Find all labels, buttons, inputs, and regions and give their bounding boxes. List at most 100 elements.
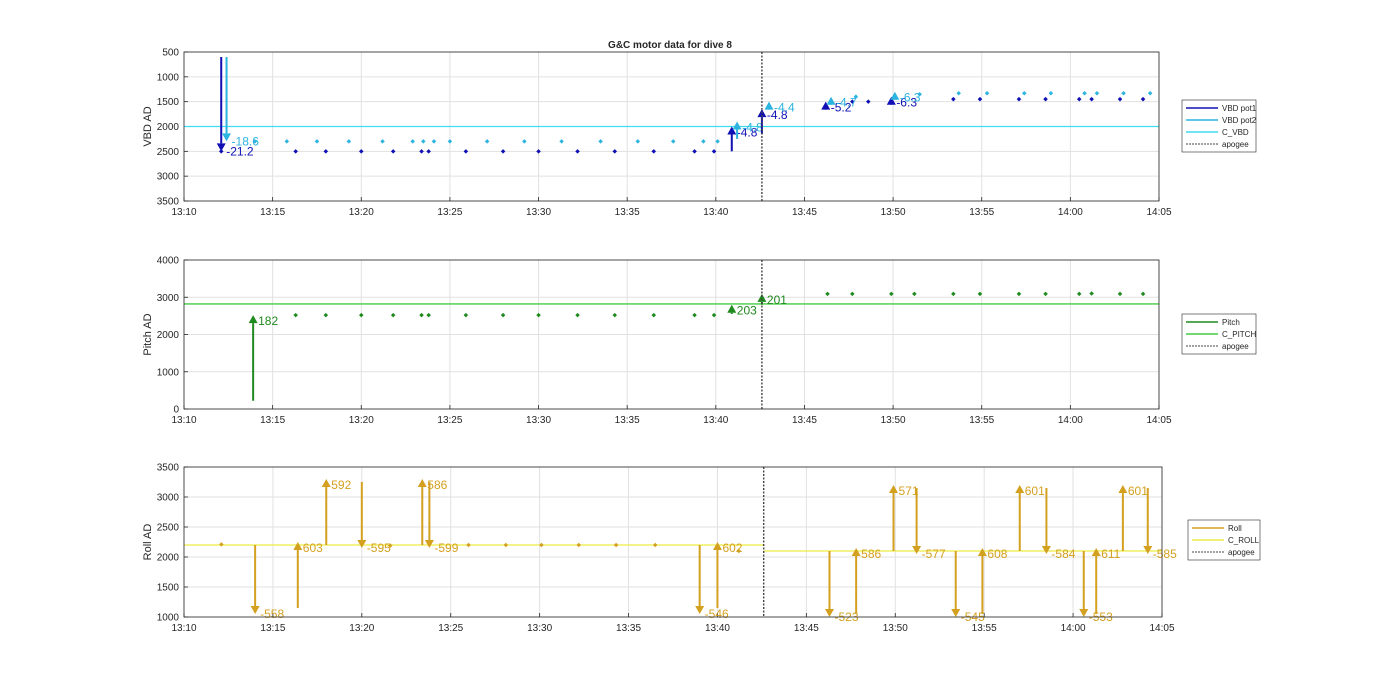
arrow-head xyxy=(727,304,737,313)
data-point-pitch xyxy=(1089,291,1094,296)
arrow-head xyxy=(248,315,258,324)
data-point-pitch xyxy=(651,312,657,318)
x-tick-label: 14:00 xyxy=(1061,623,1086,634)
arrow-head xyxy=(888,485,898,493)
x-tick-label: 14:00 xyxy=(1058,207,1083,218)
x-tick-label: 13:10 xyxy=(171,623,196,634)
x-tick-label: 13:45 xyxy=(794,623,819,634)
y-tick-label: 2000 xyxy=(157,553,180,564)
arrow-head xyxy=(764,101,774,110)
data-point-vbd-pot2 xyxy=(421,139,426,144)
arrow-label: -18.6 xyxy=(232,134,260,148)
y-tick-label: 500 xyxy=(162,48,179,59)
data-point-pitch xyxy=(426,312,431,318)
x-tick-label: 13:30 xyxy=(527,623,552,634)
panel-vbd: 13:10 13:15 13:20 13:25 13:30 13:35 13:40 13:45… xyxy=(142,48,1257,219)
arrow-label: 203 xyxy=(737,304,757,318)
x-tick-label: 14:05 xyxy=(1146,207,1171,218)
arrow-head xyxy=(417,479,427,487)
axes-frame xyxy=(183,259,1160,410)
figure-title: G&C motor data for dive 8 xyxy=(608,40,732,51)
y-tick-label: 1000 xyxy=(157,72,180,83)
data-point-pitch xyxy=(1140,291,1146,297)
panel-pitch: 13:10 13:15 13:20 13:25 13:30 13:35 13:40 13:45… xyxy=(142,256,1256,427)
data-point-vbd-pot2 xyxy=(484,139,490,144)
arrow-label: 601 xyxy=(1025,484,1045,498)
data-point-pitch xyxy=(390,312,396,318)
arrow-label: 602 xyxy=(722,541,742,555)
arrow-label: 571 xyxy=(898,484,918,498)
data-point-vbd-pot1 xyxy=(1089,96,1094,102)
data-point-pitch xyxy=(1076,291,1082,297)
y-tick-label: 3500 xyxy=(157,463,180,474)
arrow-label: -4.8 xyxy=(767,108,788,122)
x-tick-label: 13:35 xyxy=(615,207,640,218)
arrow-label: -595 xyxy=(367,541,391,555)
arrow-label: -584 xyxy=(1051,547,1075,561)
arrow-head xyxy=(951,609,961,617)
data-point-vbd-pot2 xyxy=(1048,90,1054,96)
data-point-vbd-pot1 xyxy=(1043,96,1048,102)
arrow-head xyxy=(851,548,861,556)
x-tick-label: 13:40 xyxy=(703,207,728,218)
data-point-pitch xyxy=(419,312,424,318)
data-point-vbd-pot2 xyxy=(1082,90,1087,96)
x-tick-label: 13:50 xyxy=(881,207,906,218)
legend-label: VBD pot1 xyxy=(1222,104,1257,113)
arrow-label: -546 xyxy=(705,607,729,621)
legend-label: apogee xyxy=(1228,548,1255,557)
arrow-label: -5.2 xyxy=(831,101,852,115)
data-point-vbd-pot1 xyxy=(419,149,424,154)
data-point-pitch xyxy=(912,291,917,297)
arrow-head xyxy=(1015,485,1025,493)
legend-label: VBD pot2 xyxy=(1222,116,1257,125)
arrow-head xyxy=(912,546,922,554)
x-tick-label: 13:20 xyxy=(349,623,374,634)
data-point-pitch xyxy=(1016,291,1022,297)
y-tick-label: 4000 xyxy=(157,256,180,267)
arrow-label: 201 xyxy=(767,293,787,307)
data-point-roll xyxy=(736,548,742,554)
x-tick-label: 13:35 xyxy=(615,415,640,426)
y-axis-label: Pitch AD xyxy=(142,313,154,355)
x-tick-label: 13:15 xyxy=(260,623,285,634)
data-point-vbd-pot1 xyxy=(1117,96,1123,102)
data-point-pitch xyxy=(323,312,329,318)
data-point-pitch xyxy=(1117,291,1123,297)
arrow-label: -6.3 xyxy=(900,91,921,105)
data-point-vbd-pot2 xyxy=(380,139,385,144)
x-tick-label: 14:00 xyxy=(1058,415,1083,426)
data-point-pitch xyxy=(500,312,506,318)
legend-label: C_PITCH xyxy=(1222,330,1256,339)
data-point-pitch xyxy=(463,312,469,318)
arrow-label: -4.8 xyxy=(737,126,758,140)
data-point-pitch xyxy=(575,312,580,318)
arrow-head xyxy=(250,606,260,614)
x-tick-label: 13:55 xyxy=(972,623,997,634)
y-axis-label: Roll AD xyxy=(142,524,154,561)
x-tick-label: 13:20 xyxy=(349,207,374,218)
data-point-pitch xyxy=(951,291,956,297)
data-point-vbd-pot1 xyxy=(500,149,506,154)
x-tick-label: 13:45 xyxy=(792,415,817,426)
y-tick-label: 1000 xyxy=(157,367,180,378)
data-point-vbd-pot2 xyxy=(431,139,437,144)
y-tick-label: 3500 xyxy=(157,197,180,208)
data-point-vbd-pot1 xyxy=(463,149,469,154)
data-point-vbd-pot2 xyxy=(1147,90,1153,96)
data-point-vbd-pot1 xyxy=(323,149,329,154)
axes-frame xyxy=(183,466,1163,618)
arrow-head xyxy=(712,542,722,550)
data-point-pitch xyxy=(850,291,855,297)
data-point-vbd-pot2 xyxy=(1121,90,1126,96)
arrow-label: -585 xyxy=(1153,547,1177,561)
data-point-roll xyxy=(503,542,509,548)
data-point-pitch xyxy=(889,291,894,297)
legend-label: apogee xyxy=(1222,342,1249,351)
arrow-head xyxy=(824,609,834,617)
data-point-vbd-pot1 xyxy=(359,149,364,154)
arrow-head xyxy=(1143,546,1153,554)
data-point-pitch xyxy=(359,312,364,318)
legend-label: Pitch xyxy=(1222,318,1240,327)
legend-label: Roll xyxy=(1228,524,1242,533)
